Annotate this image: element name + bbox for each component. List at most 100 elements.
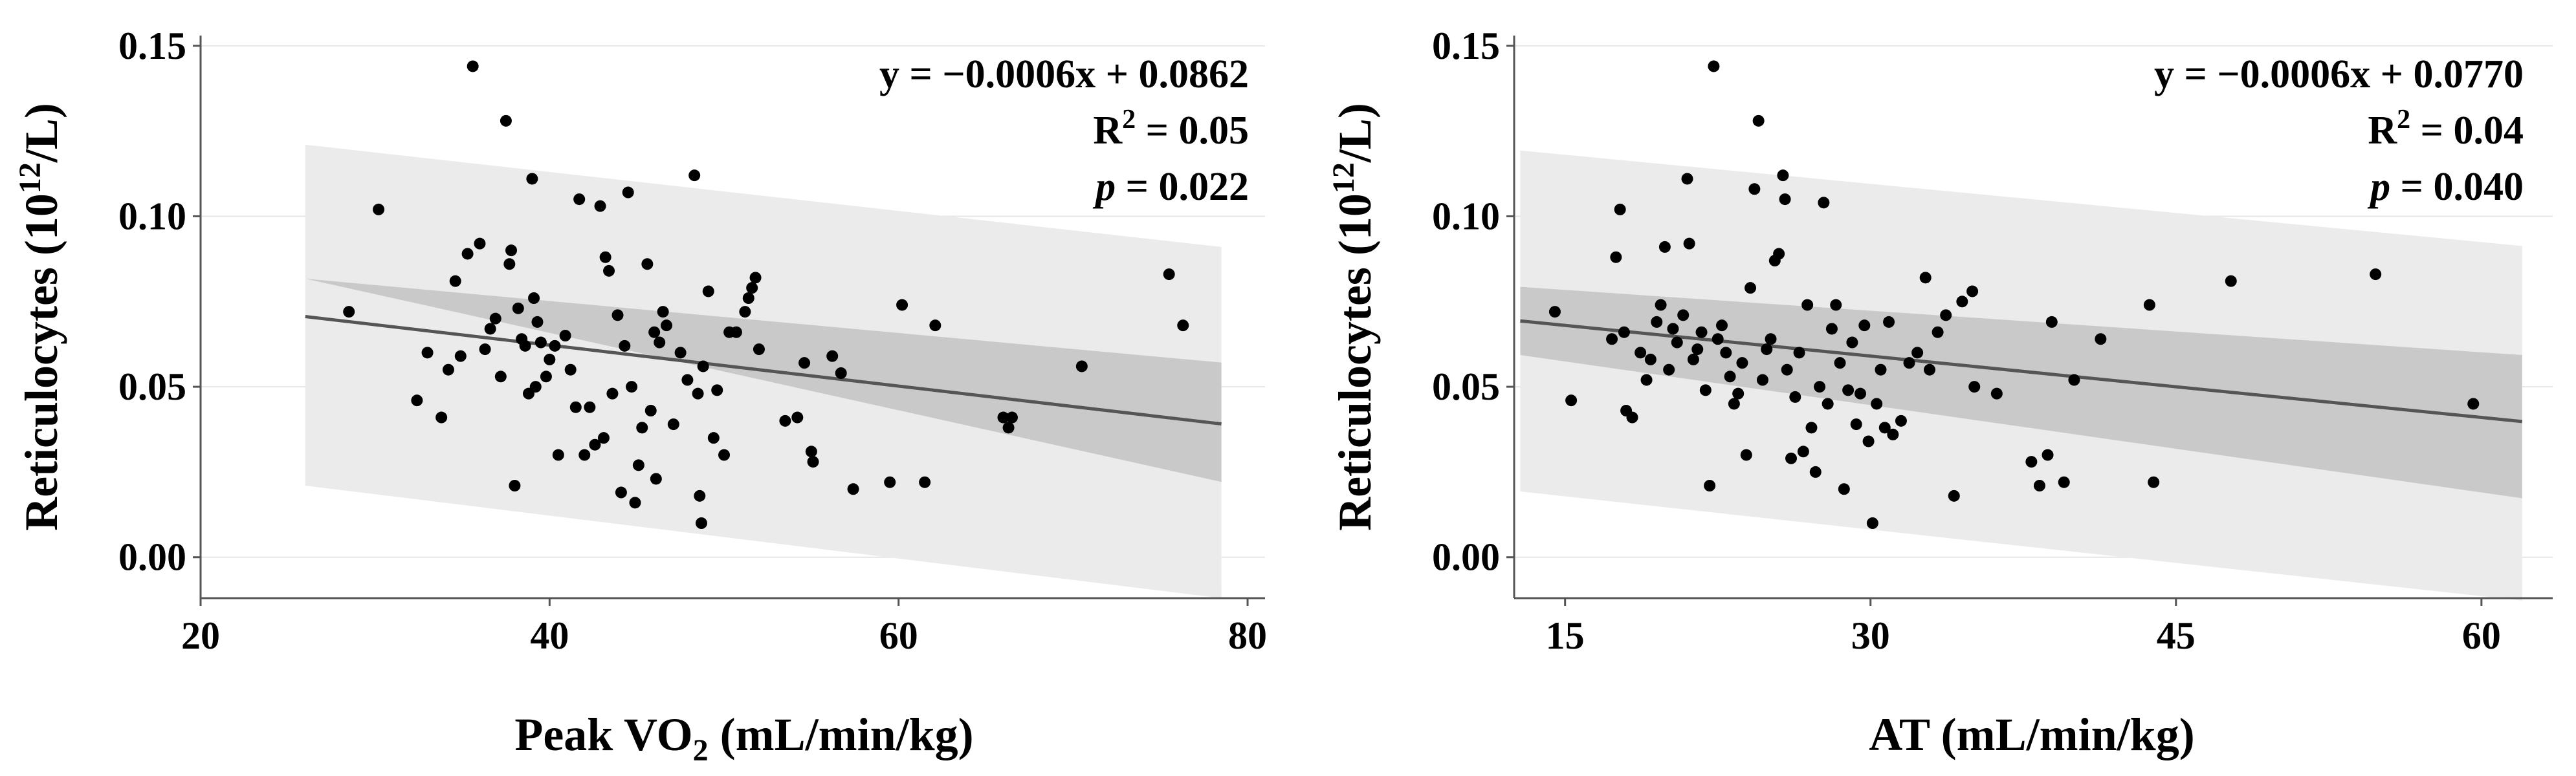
data-point-left-75: [746, 282, 758, 294]
data-point-left-73: [739, 306, 751, 318]
confidence-band-left: [305, 278, 1222, 482]
data-point-left-48: [626, 381, 638, 393]
data-point-right-84: [2033, 480, 2045, 491]
y-ticks-left: 0.00 0.05 0.10 0.15: [118, 25, 201, 579]
data-point-right-9: [1640, 374, 1653, 386]
chart-left: 0.00 0.05 0.10 0.15 20 40 60 80 Reticulocytes …: [13, 25, 1267, 768]
data-point-right-26: [1712, 333, 1724, 345]
data-point-right-49: [1801, 299, 1814, 311]
data-point-right-76: [1932, 326, 1944, 338]
data-point-right-35: [1748, 183, 1761, 195]
data-point-right-28: [1720, 347, 1732, 359]
data-point-left-69: [711, 384, 723, 396]
data-point-left-82: [807, 456, 819, 468]
data-point-left-45: [615, 486, 627, 499]
data-point-left-26: [531, 316, 544, 328]
data-point-right-47: [1793, 347, 1805, 359]
data-point-left-38: [589, 438, 601, 451]
data-point-right-54: [1822, 398, 1834, 410]
data-point-left-51: [636, 422, 648, 434]
data-point-right-39: [1765, 333, 1777, 345]
data-point-right-32: [1736, 357, 1748, 369]
data-point-left-6: [449, 275, 461, 287]
data-point-right-33: [1740, 449, 1752, 461]
data-point-right-72: [1903, 357, 1915, 369]
data-point-right-14: [1663, 363, 1675, 376]
data-point-left-92: [1006, 411, 1018, 424]
data-point-left-32: [559, 330, 571, 341]
data-point-left-59: [667, 418, 679, 431]
data-point-right-16: [1671, 336, 1683, 349]
data-point-left-55: [650, 473, 662, 485]
data-point-left-60: [674, 347, 687, 359]
chart-right: 0.00 0.05 0.10 0.15 15 30 45 60 Reticulocytes …: [1327, 25, 2553, 760]
data-point-right-30: [1728, 398, 1740, 410]
data-point-left-85: [847, 483, 859, 495]
data-point-right-38: [1761, 343, 1773, 356]
data-point-left-88: [919, 476, 931, 488]
data-point-right-80: [1966, 285, 1979, 297]
data-point-right-24: [1704, 480, 1716, 491]
data-point-right-42: [1777, 169, 1789, 182]
data-point-right-69: [1883, 316, 1895, 328]
x-tick-label-left-2: 60: [879, 614, 918, 657]
data-point-right-64: [1862, 435, 1875, 447]
regression-equation-right: y = −0.0006x + 0.0770: [2154, 52, 2524, 96]
data-point-right-88: [2068, 374, 2080, 386]
y-tick-label-right-3: 0.15: [1432, 25, 1500, 67]
x-tick-label-right-0: 15: [1546, 614, 1585, 657]
data-point-right-11: [1651, 316, 1663, 328]
data-point-right-65: [1866, 517, 1878, 529]
data-point-right-29: [1724, 371, 1736, 383]
y-axis-title-right: Reticulocytes (1012/L): [1327, 103, 1381, 531]
data-point-left-2: [411, 394, 423, 407]
data-point-left-68: [707, 432, 720, 444]
data-point-right-89: [2095, 333, 2107, 345]
x-ticks-right: 15 30 45 60: [1546, 598, 2501, 657]
data-point-left-25: [529, 381, 542, 393]
data-point-left-8: [461, 248, 474, 260]
data-point-left-58: [661, 319, 673, 332]
data-point-right-85: [2042, 449, 2054, 461]
data-point-left-80: [798, 357, 811, 369]
data-point-right-2: [1606, 333, 1618, 345]
data-point-left-52: [641, 258, 654, 270]
data-point-right-8: [1635, 347, 1647, 359]
data-point-right-53: [1818, 197, 1830, 209]
x-axis-title-left: Peak VO2 (mL/min/kg): [514, 709, 973, 768]
data-point-right-21: [1691, 343, 1704, 356]
data-point-left-4: [435, 411, 448, 424]
y-ticks-right: 0.00 0.05 0.10 0.15: [1432, 25, 1514, 579]
data-point-left-53: [644, 405, 657, 416]
data-point-right-50: [1805, 422, 1818, 434]
regression-line-right: [1520, 319, 2523, 424]
data-point-right-25: [1708, 60, 1720, 72]
data-point-left-36: [578, 449, 591, 461]
data-point-left-19: [512, 302, 524, 314]
data-point-left-17: [505, 244, 518, 257]
data-point-right-75: [1924, 363, 1935, 376]
data-point-right-13: [1658, 241, 1671, 253]
data-point-left-7: [454, 350, 467, 362]
data-point-left-46: [619, 339, 631, 352]
data-point-right-3: [1610, 251, 1622, 263]
data-point-right-61: [1850, 418, 1862, 431]
data-point-right-37: [1756, 374, 1768, 386]
data-point-right-93: [2370, 268, 2382, 281]
y-tick-label-left-2: 0.10: [118, 195, 186, 237]
data-point-left-10: [474, 237, 486, 250]
data-point-right-56: [1830, 299, 1842, 311]
data-point-left-9: [467, 60, 479, 72]
data-point-right-48: [1797, 446, 1809, 458]
data-point-left-31: [552, 449, 564, 461]
data-point-right-62: [1855, 387, 1866, 400]
data-point-right-63: [1858, 319, 1871, 332]
data-point-right-86: [2045, 316, 2058, 328]
data-point-left-91: [1002, 422, 1015, 434]
data-point-right-15: [1667, 323, 1679, 335]
data-point-left-21: [519, 339, 531, 352]
data-point-left-41: [599, 251, 611, 263]
data-point-left-54: [648, 326, 661, 338]
data-point-left-47: [622, 186, 634, 199]
